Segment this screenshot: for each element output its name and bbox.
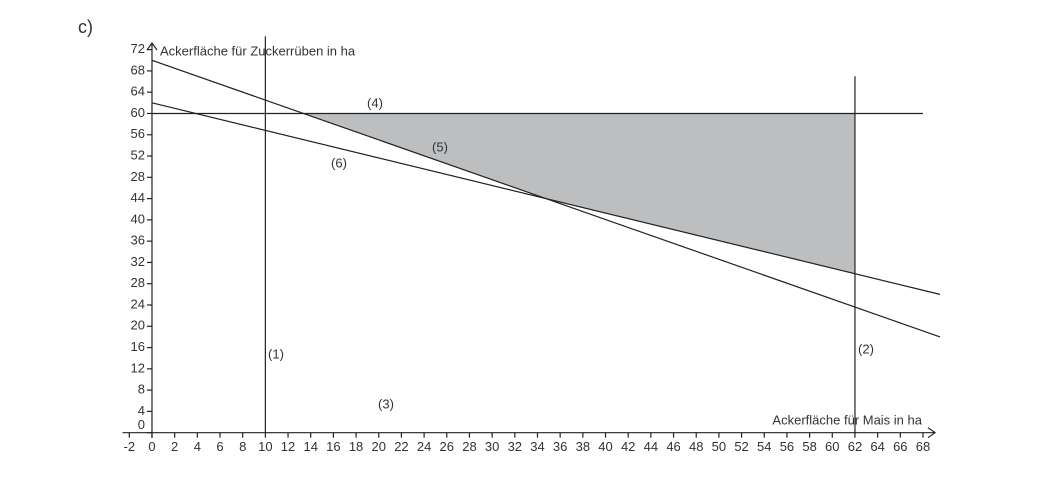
line-label: (1)	[268, 346, 284, 361]
x-tick-label: 68	[916, 439, 930, 454]
line-label: (2)	[858, 341, 874, 356]
y-tick-label: 68	[131, 62, 145, 77]
line-label: (5)	[432, 139, 448, 154]
y-tick-label: 12	[131, 360, 145, 375]
x-tick-label: 28	[462, 439, 476, 454]
x-tick-label: 20	[372, 439, 386, 454]
x-tick-label: 40	[598, 439, 612, 454]
x-tick-label: 32	[508, 439, 522, 454]
y-tick-label: 36	[131, 233, 145, 248]
line-label: (4)	[367, 95, 383, 110]
x-tick-label: 36	[553, 439, 567, 454]
x-tick-label: 56	[780, 439, 794, 454]
x-tick-label: 0	[148, 439, 155, 454]
y-axis-title: Ackerfläche für Zuckerrüben in ha	[160, 43, 356, 58]
y-tick-label: 72	[131, 41, 145, 56]
x-tick-label: 22	[394, 439, 408, 454]
x-tick-label: 46	[666, 439, 680, 454]
x-tick-label: 48	[689, 439, 703, 454]
x-tick-label: 64	[870, 439, 884, 454]
x-tick-label: 66	[893, 439, 907, 454]
feasible-region	[303, 113, 855, 274]
x-tick-label: 50	[712, 439, 726, 454]
y-tick-label: 28	[131, 275, 145, 290]
x-tick-label: 44	[644, 439, 658, 454]
x-axis-arrow	[927, 427, 937, 439]
y-tick-label: 28	[131, 169, 145, 184]
x-tick-label: 26	[440, 439, 454, 454]
x-tick-label: 4	[194, 439, 201, 454]
y-tick-label: 64	[131, 84, 145, 99]
x-tick-label: 8	[239, 439, 246, 454]
x-tick-label: 6	[216, 439, 223, 454]
x-tick-label: 62	[848, 439, 862, 454]
x-tick-label: 16	[326, 439, 340, 454]
part-label: c)	[78, 17, 93, 37]
y-tick-label: 20	[131, 318, 145, 333]
x-tick-label: 38	[576, 439, 590, 454]
x-tick-label: 52	[734, 439, 748, 454]
region-label: (3)	[378, 396, 394, 411]
x-tick-label: 30	[485, 439, 499, 454]
x-tick-label: 54	[757, 439, 771, 454]
y-tick-label: 16	[131, 339, 145, 354]
y-tick-label: 32	[131, 254, 145, 269]
y-tick-label: 4	[138, 403, 145, 418]
x-tick-label: 60	[825, 439, 839, 454]
x-tick-label: 18	[349, 439, 363, 454]
constraint-line	[151, 102, 941, 295]
y-tick-label: 44	[131, 190, 145, 205]
x-tick-label: 12	[281, 439, 295, 454]
y-tick-label: 40	[131, 211, 145, 226]
x-tick-label: 10	[258, 439, 272, 454]
y-tick-label: 60	[131, 105, 145, 120]
y-tick-label: 8	[138, 382, 145, 397]
x-tick-label: 14	[303, 439, 317, 454]
x-tick-label: 58	[802, 439, 816, 454]
x-tick-label: 34	[530, 439, 544, 454]
x-tick-label: 24	[417, 439, 431, 454]
x-tick-label: 2	[171, 439, 178, 454]
x-axis-title: Ackerfläche für Mais in ha	[772, 412, 922, 427]
y-axis-arrow	[146, 41, 158, 51]
y-tick-label: 52	[131, 147, 145, 162]
x-tick-label: -2	[124, 439, 136, 454]
y-tick-label: 24	[131, 296, 145, 311]
y-tick-label: 56	[131, 126, 145, 141]
y-tick-label: 0	[138, 417, 145, 432]
line-label: (6)	[331, 155, 347, 170]
x-tick-label: 42	[621, 439, 635, 454]
